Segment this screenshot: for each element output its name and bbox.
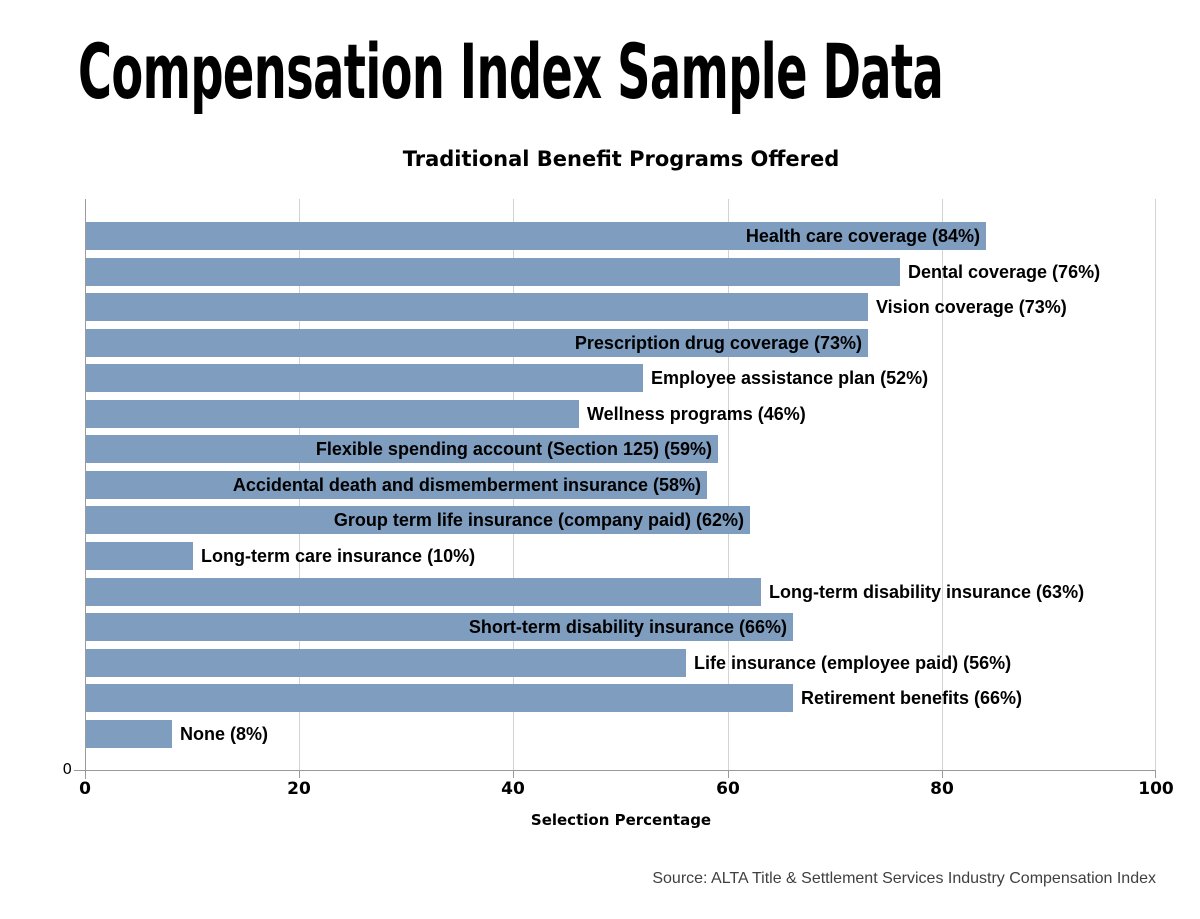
bar-label: Long-term care insurance (10%): [201, 546, 476, 566]
gridline: [942, 199, 943, 770]
x-axis-tick: [299, 771, 300, 778]
bar-label: Vision coverage (73%): [876, 297, 1067, 317]
x-axis-line: [85, 770, 1156, 771]
bar-label: None (8%): [180, 724, 269, 744]
gridline: [728, 199, 729, 770]
bar-label: Group term life insurance (company paid)…: [333, 510, 744, 530]
x-axis-tick-label: 80: [930, 779, 954, 799]
bar: [86, 684, 793, 712]
bar: [86, 293, 868, 321]
bar: [86, 471, 707, 499]
bar: [86, 329, 868, 357]
bar: [86, 542, 193, 570]
bar-label: Prescription drug coverage (73%): [574, 333, 862, 353]
x-axis-tick-label: 40: [501, 779, 525, 799]
bar: [86, 578, 761, 606]
bar: [86, 506, 750, 534]
bar-label: Health care coverage (84%): [745, 226, 980, 246]
x-axis-tick: [85, 771, 86, 778]
x-axis-tick: [513, 771, 514, 778]
bar: [86, 400, 579, 428]
plot-area: 0 20 40 60 80 100 Health care coverage (84%) De…: [79, 199, 1174, 799]
page-title: Compensation Index Sample Data: [78, 27, 944, 116]
bar-label: Retirement benefits (66%): [801, 688, 1023, 708]
chart-title: Traditional Benefit Programs Offered: [402, 147, 840, 171]
bar-label: Long-term disability insurance (63%): [769, 582, 1085, 602]
x-axis-tick-label: 0: [79, 779, 91, 799]
y-axis-zero-label: 0: [62, 760, 72, 778]
gridline: [1155, 199, 1156, 770]
bar: [86, 720, 172, 748]
y-axis-line: [85, 199, 86, 779]
bar-label: Employee assistance plan (52%): [651, 368, 929, 388]
y-axis-zero-tick: [74, 770, 85, 771]
bar-label: Life insurance (employee paid) (56%): [694, 653, 1012, 673]
x-axis-tick-label: 60: [716, 779, 740, 799]
x-axis-title: Selection Percentage: [530, 811, 712, 829]
source-note: Source: ALTA Title & Settlement Services…: [652, 870, 1156, 887]
bar: [86, 364, 643, 392]
bar-label: Flexible spending account (Section 125) …: [315, 439, 712, 459]
x-axis-tick: [1155, 771, 1156, 778]
bar: [86, 613, 793, 641]
bar: [86, 258, 900, 286]
x-axis-tick-label: 100: [1138, 779, 1174, 799]
bar: [86, 649, 686, 677]
bar: [86, 435, 718, 463]
bar-label: Short-term disability insurance (66%): [468, 617, 787, 637]
x-axis-tick: [728, 771, 729, 778]
bar-label: Wellness programs (46%): [587, 404, 806, 424]
x-axis-tick-label: 20: [287, 779, 311, 799]
bar-label: Accidental death and dismemberment insur…: [232, 475, 701, 495]
bar: [86, 222, 986, 250]
bar-label: Dental coverage (76%): [908, 262, 1101, 282]
x-axis-tick: [942, 771, 943, 778]
